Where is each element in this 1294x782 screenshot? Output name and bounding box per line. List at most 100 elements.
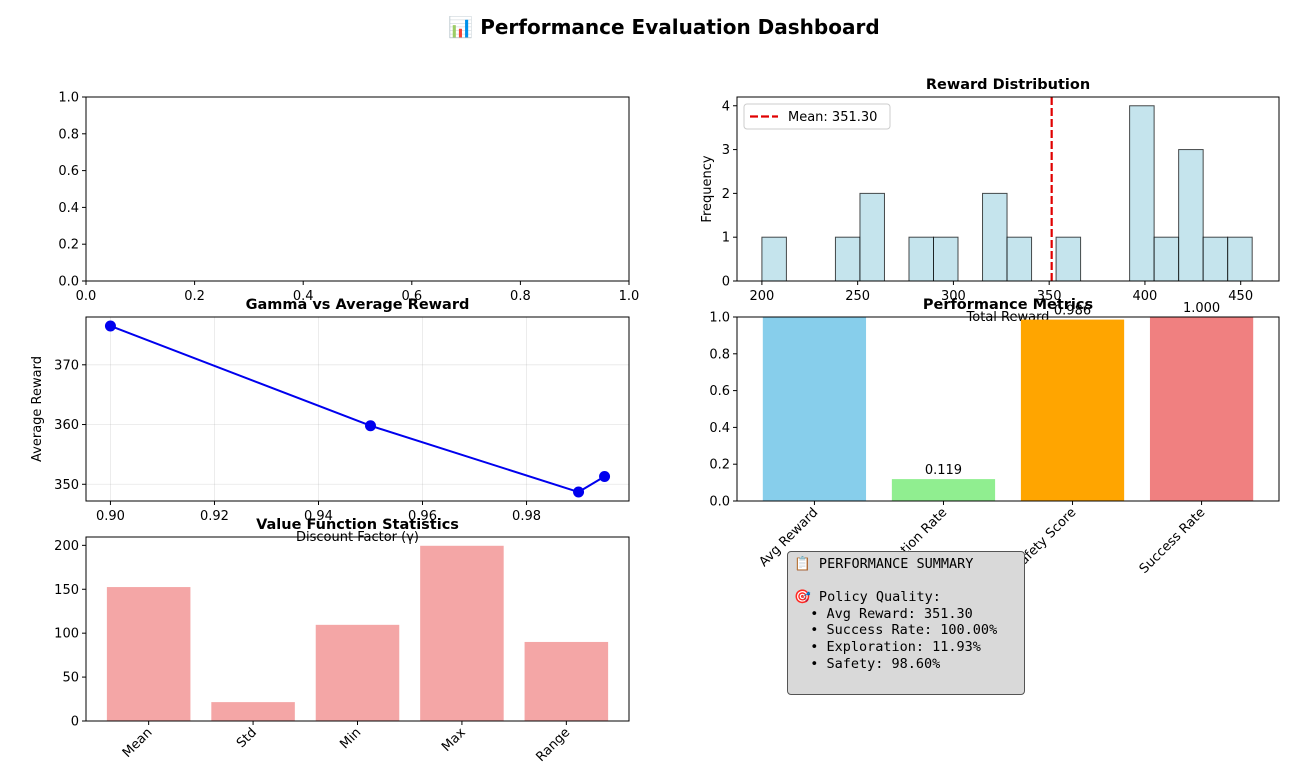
summary-section: 🎯 Policy Quality:: [794, 589, 941, 606]
histogram-bar: [1006, 236, 1033, 282]
y-tick-label: 0.8: [709, 347, 730, 362]
histogram-bar: [1202, 236, 1229, 282]
y-tick-label: 0.0: [709, 495, 730, 510]
y-tick-label: 350: [54, 478, 79, 493]
data-point: [573, 486, 585, 498]
y-tick-label: 0.2: [58, 238, 79, 253]
legend-label: Mean: 351.30: [788, 110, 877, 125]
summary-line: • Exploration: 11.93%: [794, 638, 981, 655]
y-tick-label: 0.2: [709, 458, 730, 473]
x-tick-label: 250: [845, 289, 870, 304]
dashboard-title: 📊 Performance Evaluation Dashboard: [448, 15, 879, 39]
histogram-bar: [761, 236, 787, 282]
x-tick-label: Range: [533, 725, 573, 765]
x-tick-label: Max: [439, 725, 469, 755]
x-tick-label: 400: [1133, 289, 1158, 304]
data-point: [599, 471, 611, 483]
axes-frame: [85, 536, 630, 722]
x-tick-label: 450: [1228, 289, 1253, 304]
chart-title: Performance Metrics: [923, 297, 1093, 313]
x-tick-label: Min: [337, 725, 364, 752]
histogram-bar: [932, 236, 959, 282]
y-tick-label: 150: [54, 583, 79, 598]
histogram-bar: [1227, 236, 1253, 282]
y-tick-label: 0.0: [58, 275, 79, 290]
series-line: [110, 325, 606, 494]
legend-box: [743, 103, 891, 130]
performance-summary-box: 📋 PERFORMANCE SUMMARY 🎯 Policy Quality: …: [787, 551, 1025, 695]
y-tick-label: 0: [722, 275, 730, 290]
y-tick-label: 0.8: [58, 127, 79, 142]
y-axis-label: Frequency: [700, 155, 715, 222]
summary-line: • Safety: 98.60%: [794, 655, 941, 672]
y-tick-label: 0: [71, 715, 79, 730]
x-tick-label: 0.92: [200, 509, 229, 524]
x-tick-label: 0.96: [408, 509, 437, 524]
stat-bar: [211, 702, 295, 721]
x-tick-label: 0.90: [96, 509, 125, 524]
x-tick-label: 0.2: [184, 289, 205, 304]
summary-line: • Success Rate: 100.00%: [794, 622, 998, 639]
histogram-bar: [1129, 105, 1155, 282]
x-tick-label: 0.8: [510, 289, 531, 304]
y-axis-label: Average Reward: [30, 356, 45, 462]
chart-title: Reward Distribution: [926, 77, 1090, 93]
y-tick-label: 50: [62, 671, 79, 686]
x-tick-label: 1.0: [619, 289, 640, 304]
x-tick-label: 0.4: [293, 289, 314, 304]
x-tick-label: 350: [1037, 289, 1062, 304]
y-tick-label: 3: [722, 143, 730, 158]
metric-bar: [762, 317, 867, 501]
stat-bar: [524, 641, 609, 721]
histogram-bar: [1178, 149, 1204, 282]
axes-frame: [736, 316, 1280, 502]
data-point: [104, 320, 116, 332]
histogram-bar: [834, 236, 861, 282]
summary-header: 📋 PERFORMANCE SUMMARY: [794, 556, 974, 572]
y-tick-label: 2: [722, 187, 730, 202]
chart-title: Gamma vs Average Reward: [246, 297, 470, 313]
x-tick-label: 0.6: [401, 289, 422, 304]
bar-value-label: 1.000: [1183, 301, 1220, 316]
axes-frame: [736, 96, 1280, 282]
y-tick-label: 1: [722, 231, 730, 246]
metric-bar: [1149, 317, 1254, 501]
y-tick-label: 200: [54, 539, 79, 554]
bar-value-label: 0.119: [925, 463, 962, 478]
stat-bar: [315, 624, 400, 721]
stat-bar: [420, 545, 504, 721]
y-tick-label: 360: [54, 418, 79, 433]
x-tick-label: 0.98: [512, 509, 541, 524]
histogram-bar: [859, 192, 885, 282]
axes-frame: [85, 316, 630, 502]
y-tick-label: 0.4: [58, 201, 79, 216]
x-tick-label: 0.94: [304, 509, 333, 524]
x-tick-label: Mean: [120, 725, 156, 761]
bar-value-label: 0.986: [1054, 304, 1091, 319]
histogram-bar: [1055, 236, 1082, 282]
x-tick-label: Std: [234, 725, 260, 751]
x-tick-label: 200: [749, 289, 774, 304]
chart-title: Value Function Statistics: [256, 517, 459, 533]
metric-bar: [1020, 319, 1125, 501]
x-tick-label: 0.0: [76, 289, 97, 304]
histogram-bar: [1153, 236, 1180, 282]
x-tick-label: Success Rate: [1137, 505, 1209, 577]
data-point: [365, 420, 377, 432]
y-tick-label: 100: [54, 627, 79, 642]
histogram-bar: [982, 192, 1008, 282]
summary-spacer: [794, 573, 1018, 590]
y-tick-label: 370: [54, 358, 79, 373]
histogram-bar: [908, 236, 934, 282]
legend: Mean: 351.30: [743, 103, 891, 130]
y-tick-label: 1.0: [58, 91, 79, 106]
axes-frame: [85, 96, 630, 282]
metric-bar: [891, 479, 996, 501]
y-tick-label: 0.4: [709, 421, 730, 436]
y-tick-label: 4: [722, 99, 730, 114]
y-tick-label: 0.6: [709, 384, 730, 399]
summary-line: • Avg Reward: 351.30: [794, 605, 973, 622]
x-tick-label: 300: [941, 289, 966, 304]
stat-bar: [106, 587, 191, 721]
